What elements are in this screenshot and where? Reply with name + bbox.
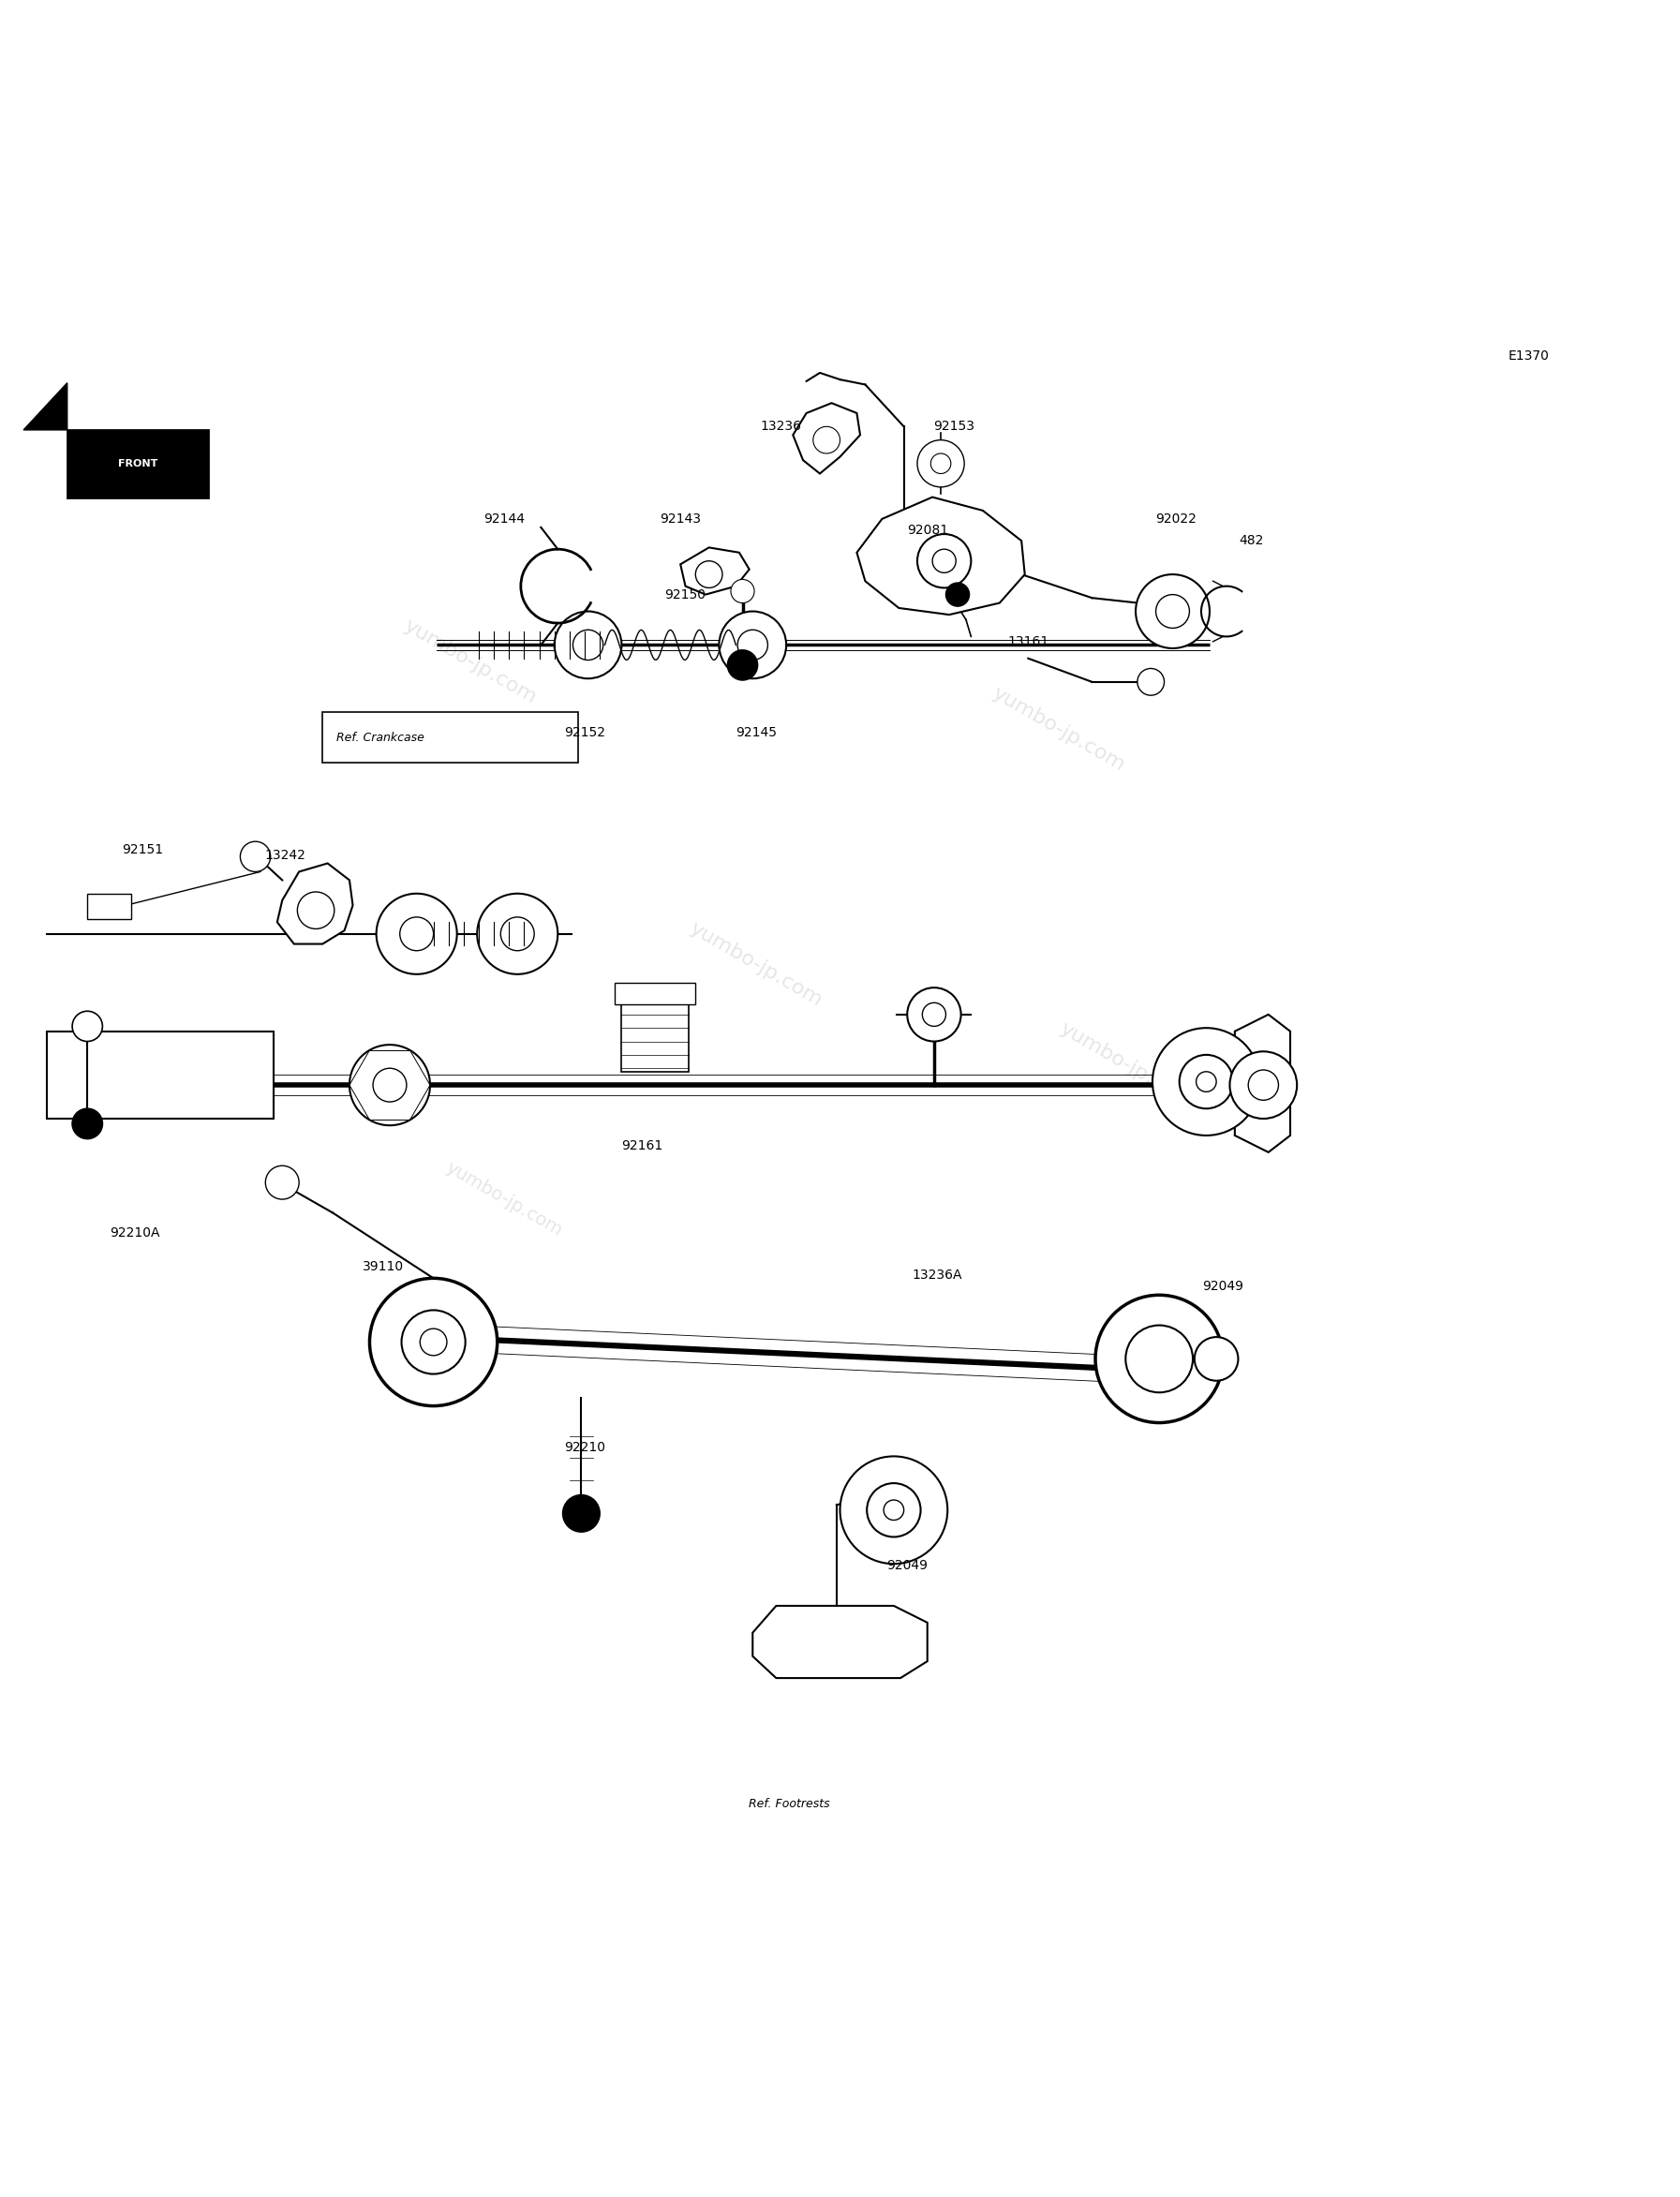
Polygon shape	[24, 382, 67, 431]
Text: 92210: 92210	[564, 1441, 605, 1454]
Text: 92145: 92145	[736, 725, 776, 738]
Circle shape	[907, 989, 961, 1041]
Circle shape	[72, 1011, 102, 1041]
Circle shape	[1230, 1052, 1297, 1118]
Bar	[622, 997, 689, 1072]
Circle shape	[1248, 1070, 1278, 1101]
Text: yumbo-jp.com: yumbo-jp.com	[687, 918, 825, 1011]
Circle shape	[1136, 573, 1210, 648]
Circle shape	[265, 1167, 299, 1200]
Circle shape	[1179, 1055, 1233, 1109]
Circle shape	[376, 894, 457, 973]
Circle shape	[240, 841, 270, 872]
Circle shape	[917, 439, 964, 488]
Text: 92081: 92081	[907, 525, 948, 538]
Text: 13161: 13161	[1008, 635, 1048, 648]
Circle shape	[297, 892, 334, 929]
Circle shape	[554, 611, 622, 679]
Text: 92144: 92144	[484, 512, 524, 525]
Text: 39110: 39110	[363, 1259, 403, 1272]
Circle shape	[867, 1483, 921, 1538]
Circle shape	[719, 611, 786, 679]
Circle shape	[400, 916, 433, 951]
FancyBboxPatch shape	[67, 431, 208, 497]
Circle shape	[563, 1494, 600, 1531]
Circle shape	[738, 631, 768, 659]
Circle shape	[727, 650, 758, 681]
Bar	[47, 1030, 274, 1118]
Text: Ref. Footrests: Ref. Footrests	[749, 1797, 830, 1810]
Text: Ref. Crankcase: Ref. Crankcase	[336, 732, 423, 743]
Text: 92022: 92022	[1156, 512, 1196, 525]
Polygon shape	[857, 497, 1025, 615]
Bar	[87, 894, 131, 918]
Circle shape	[840, 1457, 948, 1564]
Bar	[323, 712, 578, 762]
Text: 92151: 92151	[123, 844, 163, 857]
Circle shape	[349, 1046, 430, 1125]
Circle shape	[922, 1002, 946, 1026]
Circle shape	[931, 453, 951, 475]
Text: 482: 482	[1240, 534, 1263, 547]
Polygon shape	[680, 547, 749, 595]
Bar	[615, 982, 696, 1004]
Circle shape	[1196, 1072, 1216, 1092]
Circle shape	[1152, 1028, 1260, 1136]
Circle shape	[72, 1109, 102, 1138]
Circle shape	[1126, 1325, 1193, 1393]
Circle shape	[1095, 1294, 1223, 1424]
Circle shape	[932, 549, 956, 573]
Polygon shape	[1235, 1015, 1290, 1151]
Circle shape	[477, 894, 558, 973]
Text: 92210A: 92210A	[109, 1226, 160, 1239]
Text: 92161: 92161	[622, 1138, 662, 1151]
Text: FRONT: FRONT	[118, 459, 158, 468]
Text: yumbo-jp.com: yumbo-jp.com	[402, 615, 539, 707]
Text: 92152: 92152	[564, 725, 605, 738]
Text: 92143: 92143	[660, 512, 701, 525]
Text: E1370: E1370	[1509, 349, 1549, 363]
Circle shape	[917, 534, 971, 589]
Text: yumbo-jp.com: yumbo-jp.com	[1057, 1019, 1194, 1109]
Circle shape	[884, 1501, 904, 1520]
Circle shape	[501, 916, 534, 951]
Text: yumbo-jp.com: yumbo-jp.com	[990, 683, 1127, 776]
Polygon shape	[753, 1606, 927, 1679]
Text: 92049: 92049	[1203, 1281, 1243, 1294]
Circle shape	[573, 631, 603, 659]
Circle shape	[813, 426, 840, 453]
Circle shape	[373, 1068, 407, 1103]
Polygon shape	[793, 402, 860, 475]
Text: 13242: 13242	[265, 848, 306, 861]
Circle shape	[946, 582, 969, 606]
Circle shape	[402, 1309, 465, 1373]
Text: 92153: 92153	[934, 420, 974, 433]
Circle shape	[731, 580, 754, 602]
Circle shape	[370, 1279, 497, 1406]
Circle shape	[1137, 668, 1164, 694]
Text: 92150: 92150	[665, 589, 706, 602]
Text: 13236: 13236	[761, 420, 801, 433]
Text: yumbo-jp.com: yumbo-jp.com	[442, 1158, 566, 1239]
Polygon shape	[277, 863, 353, 945]
Circle shape	[420, 1329, 447, 1356]
Circle shape	[696, 560, 722, 589]
Text: 92049: 92049	[887, 1560, 927, 1573]
Circle shape	[1194, 1338, 1238, 1380]
Circle shape	[1156, 595, 1189, 628]
Text: 13236A: 13236A	[912, 1268, 963, 1281]
